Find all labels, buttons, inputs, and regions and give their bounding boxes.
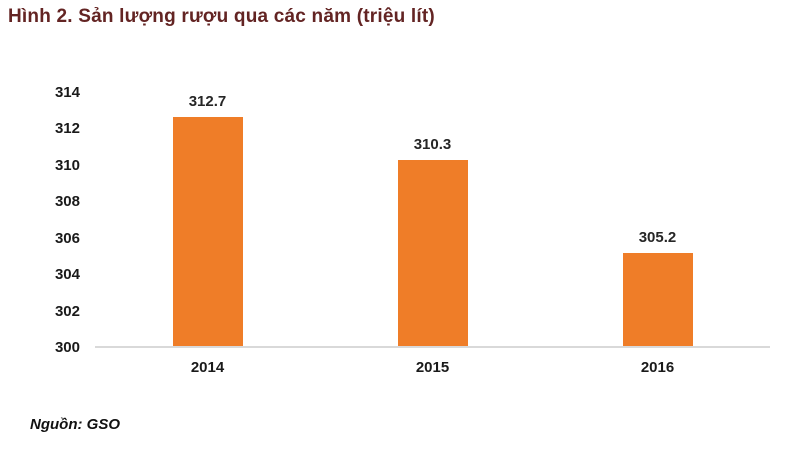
bar-value-label: 305.2 — [638, 229, 677, 247]
x-axis-tick-label: 2015 — [415, 359, 450, 376]
x-axis-tick-label: 2014 — [190, 359, 225, 376]
chart-title: Hình 2. Sản lượng rượu qua các năm (triệ… — [8, 6, 435, 27]
bar-value-label: 312.7 — [188, 92, 227, 110]
y-axis-tick-label: 312 — [54, 120, 80, 138]
source-note: Nguồn: GSO — [30, 416, 120, 433]
y-axis-tick-label: 314 — [54, 84, 80, 101]
bar-value-label: 310.3 — [413, 136, 452, 154]
bar-2016 — [622, 253, 693, 346]
y-axis-tick-label: 302 — [54, 302, 80, 320]
bar-2015 — [397, 160, 468, 346]
bar-2014 — [172, 116, 243, 346]
y-axis-tick-label: 308 — [54, 193, 80, 211]
y-axis-tick-label: 300 — [54, 339, 80, 356]
y-axis-tick-label: 304 — [54, 266, 80, 284]
x-axis-line — [95, 346, 770, 348]
plot-area: 312.7 310.3 305.2 — [95, 93, 770, 348]
x-axis-tick-label: 2016 — [640, 359, 675, 376]
y-axis-tick-label: 306 — [54, 229, 80, 247]
y-axis-tick-label: 310 — [54, 156, 80, 174]
